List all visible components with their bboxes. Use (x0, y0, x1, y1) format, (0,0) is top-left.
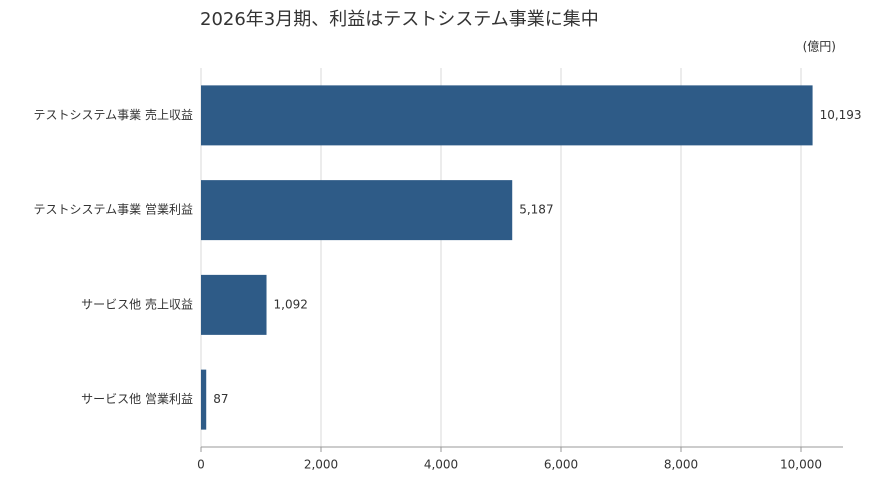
value-label: 1,092 (274, 297, 308, 311)
chart-title: 2026年3月期、利益はテストシステム事業に集中 (200, 9, 599, 30)
x-tick-label: 8,000 (664, 458, 698, 472)
x-tick-label: 0 (197, 458, 205, 472)
bar (201, 180, 513, 241)
bar (201, 85, 813, 146)
y-tick-label: テストシステム事業 営業利益 (34, 203, 193, 217)
bar (201, 369, 207, 430)
y-tick-label: サービス他 営業利益 (81, 392, 193, 406)
unit-label: (億円) (803, 40, 836, 54)
x-tick-label: 4,000 (424, 458, 458, 472)
value-label: 10,193 (820, 108, 862, 122)
bar (201, 274, 267, 335)
x-tick-label: 2,000 (304, 458, 338, 472)
x-tick-label: 10,000 (780, 458, 822, 472)
value-label: 87 (213, 392, 228, 406)
y-tick-label: テストシステム事業 売上収益 (34, 107, 193, 122)
y-tick-label: サービス他 売上収益 (81, 296, 193, 311)
value-label: 5,187 (519, 203, 553, 217)
x-tick-label: 6,000 (544, 458, 578, 472)
